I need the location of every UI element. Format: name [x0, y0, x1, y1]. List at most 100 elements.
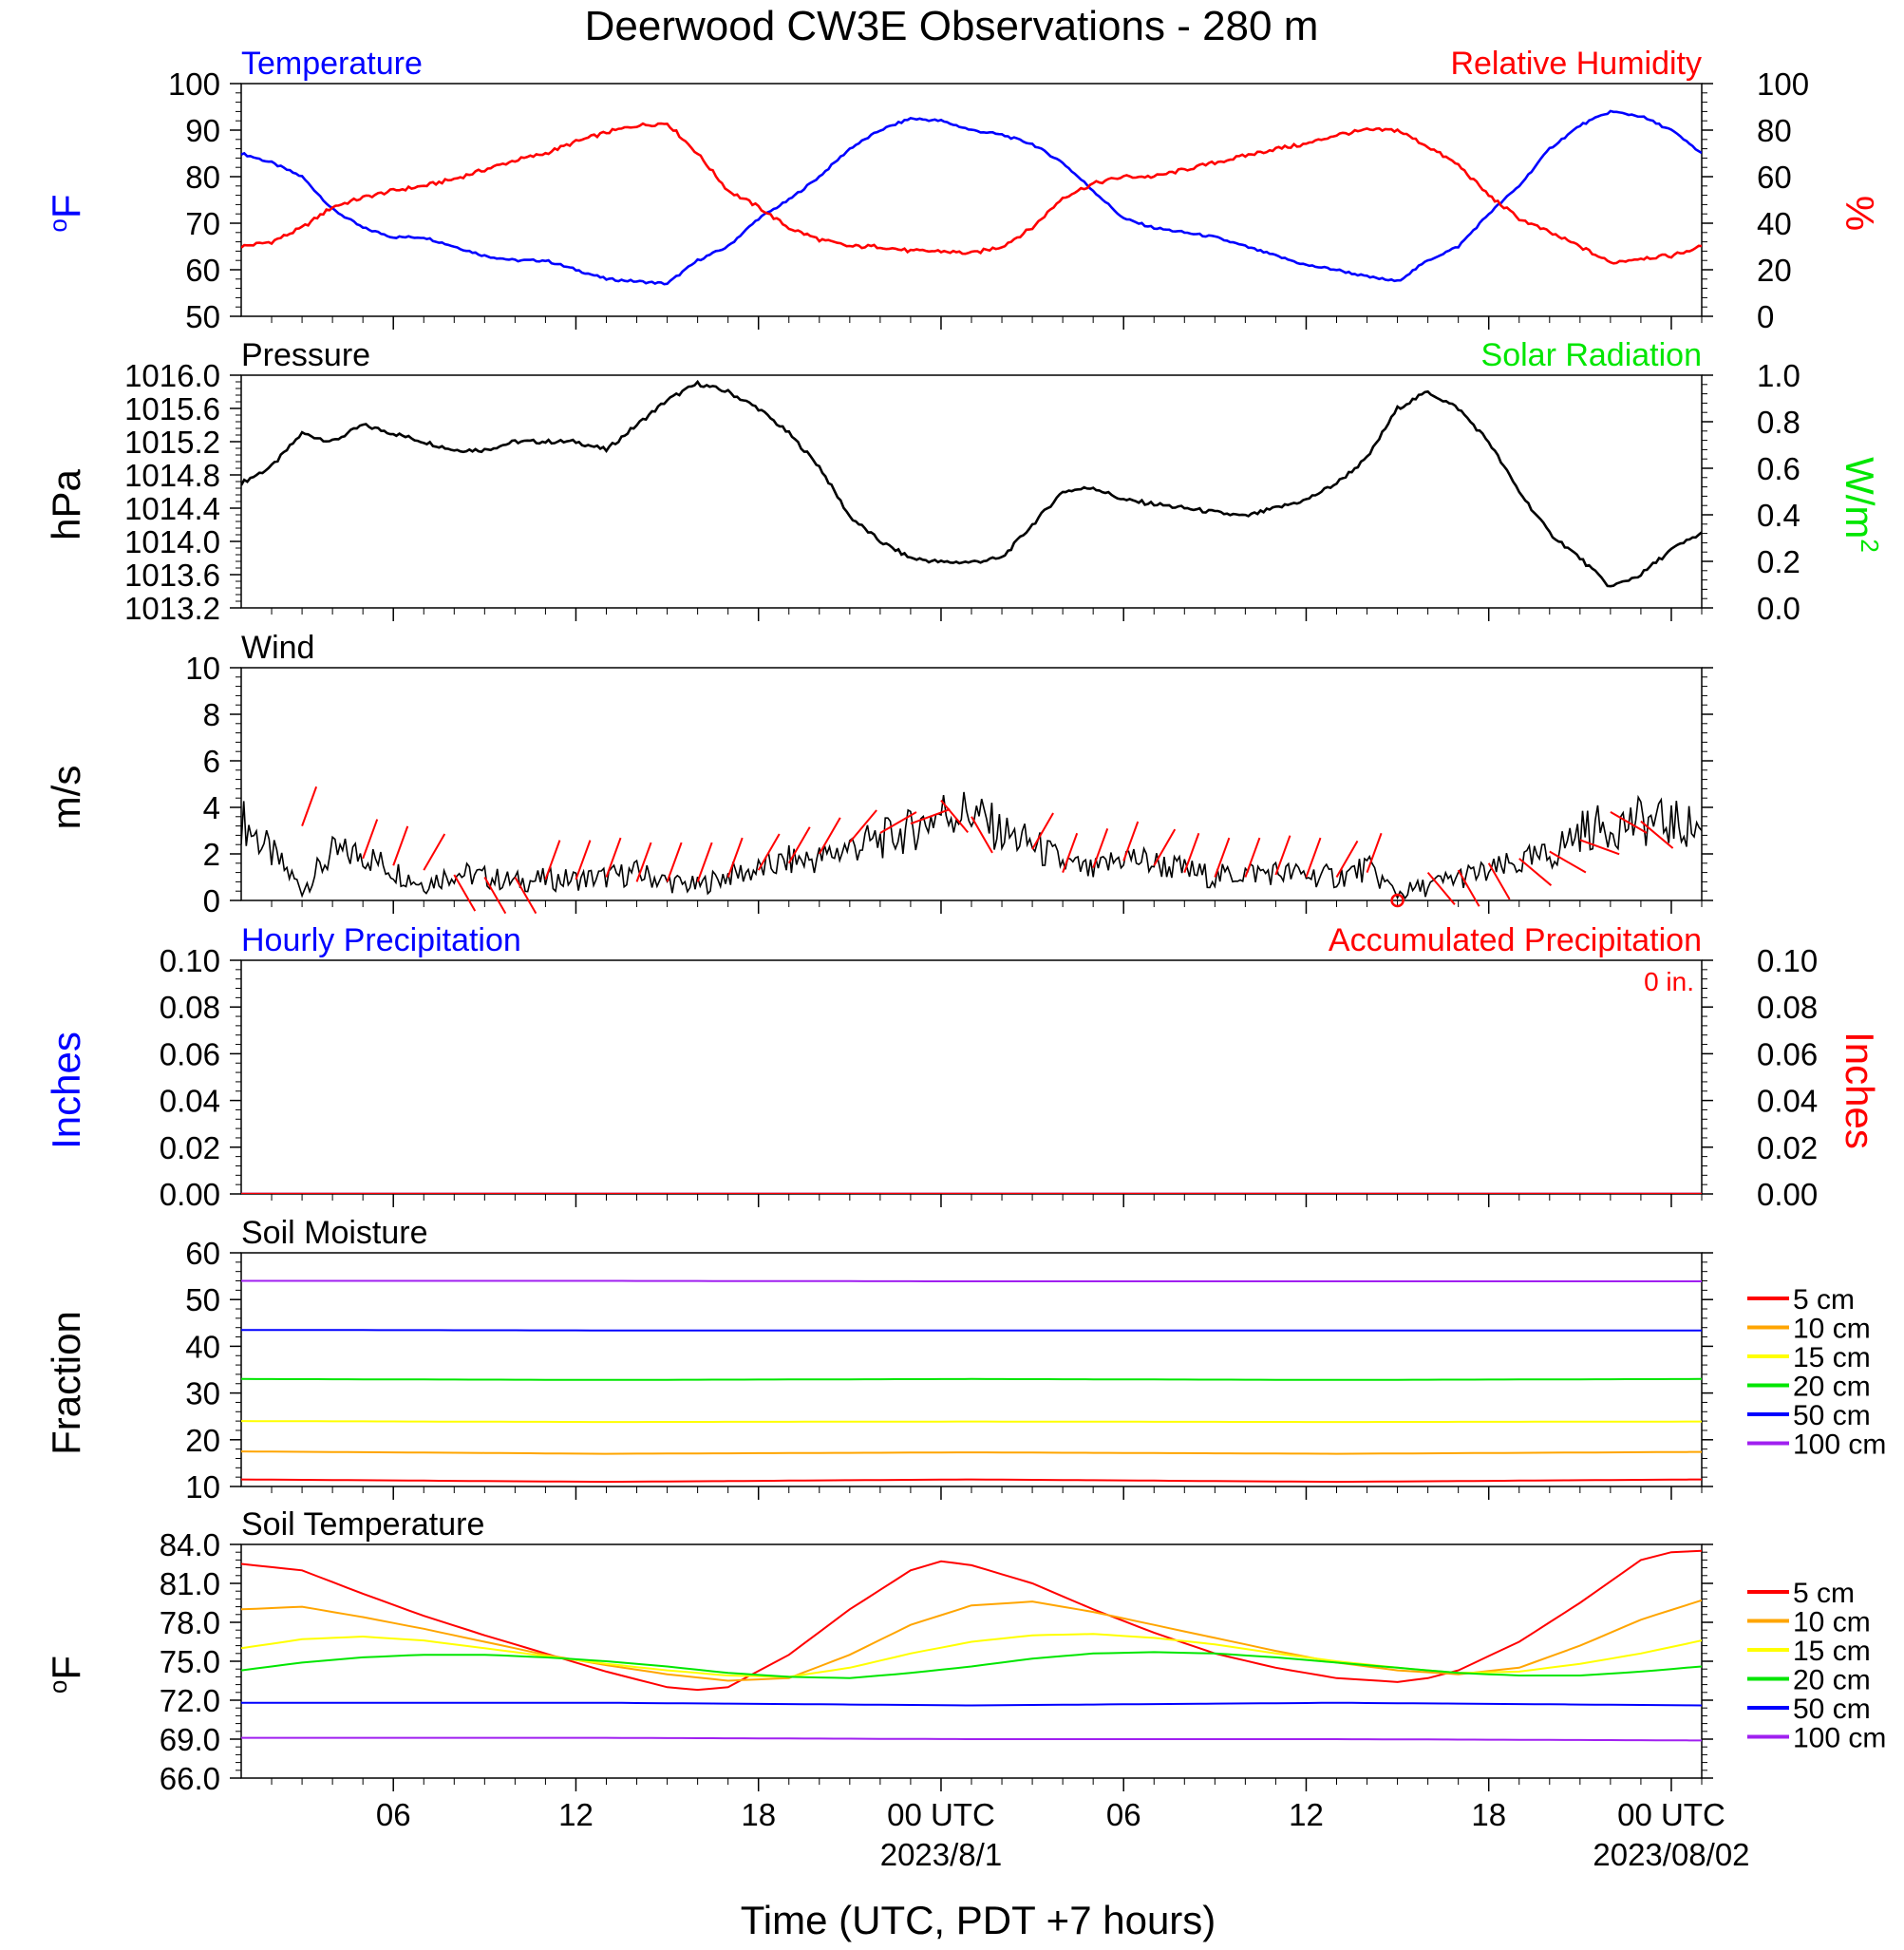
wind-barb	[1031, 812, 1054, 850]
y-tick-label: 0.04	[160, 1084, 220, 1119]
wind-barb	[818, 817, 841, 855]
unit-letter: F	[44, 194, 88, 218]
panel-soil-moisture: 10 20 30 40 50 60 Soil Moisture Fraction 5 cm10 …	[44, 1215, 1886, 1505]
left-unit-label: Inches	[44, 1032, 88, 1149]
y-tick-label: 60	[185, 1236, 220, 1271]
x-tick-label: 00 UTC	[1617, 1797, 1725, 1832]
y-right-tick-label: 0.06	[1757, 1036, 1818, 1071]
x-tick-label: 12	[1289, 1797, 1324, 1832]
y-tick-label: 69.0	[160, 1722, 220, 1757]
panel-right-title: Relative Humidity	[1450, 46, 1702, 82]
legend-label: 15 cm	[1793, 1636, 1871, 1667]
y-right-tick-label: 100	[1757, 66, 1809, 102]
y-tick-label: 1014.8	[124, 458, 220, 493]
y-tick-label: 2	[203, 837, 220, 872]
wind-barb	[301, 786, 318, 826]
y-right-tick-label: 0.8	[1757, 405, 1800, 440]
panel-left-title: Soil Moisture	[241, 1215, 428, 1251]
wind-barb	[757, 833, 781, 871]
y-tick-label: 80	[185, 160, 220, 195]
series-line-100 cm	[241, 1279, 1702, 1282]
y-tick-label: 66.0	[160, 1761, 220, 1796]
y-tick-label: 1015.6	[124, 391, 220, 426]
y-right-tick-label: 0.0	[1757, 591, 1800, 626]
x-tick-label: 06	[376, 1797, 411, 1832]
panel-wind: 0 2 4 6 8 10 Wind m/s	[44, 630, 1713, 918]
y-tick-label: 1015.2	[124, 425, 220, 460]
y-tick-label: 100	[168, 66, 220, 102]
y-tick-label: 6	[203, 744, 220, 779]
wind-barb	[514, 876, 537, 915]
wind-barb	[1426, 871, 1456, 905]
y-right-tick-label: 40	[1757, 206, 1792, 241]
x-date-label: 2023/8/1	[880, 1837, 1002, 1872]
wind-barb	[362, 819, 379, 860]
y-tick-label: 1013.6	[124, 558, 220, 593]
wind-barb	[1122, 821, 1140, 861]
panel-soil-temperature: 66.0 69.0 72.0 75.0 78.0 81.0 84.0 Soil Tempera…	[44, 1506, 1886, 1796]
panel-left-title: Temperature	[241, 46, 423, 82]
left-unit-label: oF	[44, 194, 88, 232]
y-tick-label: 30	[185, 1376, 220, 1411]
wind-barb	[1153, 828, 1177, 866]
y-tick-label: 60	[185, 253, 220, 288]
legend-label: 20 cm	[1793, 1372, 1871, 1403]
legend-label: 100 cm	[1793, 1723, 1886, 1754]
panel-left-title: Hourly Precipitation	[241, 922, 521, 958]
y-right-tick-label: 0.2	[1757, 544, 1800, 579]
series-line-5 cm	[241, 1478, 1702, 1484]
chart-title: Deerwood CW3E Observations - 280 m	[585, 3, 1319, 49]
y-right-tick-label: 0.02	[1757, 1130, 1818, 1165]
wind-barb	[1610, 811, 1648, 834]
y-right-tick-label: 0.10	[1757, 943, 1818, 978]
wind-barb	[1487, 862, 1511, 900]
series-line-50 cm	[241, 1329, 1702, 1332]
series-line-0	[241, 379, 1702, 588]
wind-barb	[696, 842, 713, 882]
y-tick-label: 1014.4	[124, 491, 220, 526]
y-tick-label: 40	[185, 1329, 220, 1364]
series-line-100 cm	[241, 1736, 1702, 1742]
y-tick-label: 20	[185, 1423, 220, 1458]
series-line-0	[241, 791, 1702, 900]
right-unit-text: %	[1838, 196, 1882, 231]
wind-barb	[1366, 832, 1383, 873]
accum-note: 0 in.	[1644, 967, 1694, 996]
y-tick-label: 78.0	[160, 1605, 220, 1640]
x-tick-label: 18	[741, 1797, 776, 1832]
wind-barb	[1062, 832, 1079, 873]
legend-label: 5 cm	[1793, 1578, 1855, 1609]
unit-letter: F	[44, 1656, 88, 1680]
y-tick-label: 0.06	[160, 1036, 220, 1071]
wind-barb	[392, 825, 409, 866]
wind-barb	[726, 837, 744, 878]
y-tick-label: 0.10	[160, 943, 220, 978]
wind-barb	[1549, 850, 1587, 874]
y-right-tick-label: 0.08	[1757, 990, 1818, 1025]
legend-label: 5 cm	[1793, 1284, 1855, 1316]
x-tick-label: 06	[1106, 1797, 1141, 1832]
wind-barb	[1183, 832, 1200, 873]
wind-barb	[635, 842, 652, 882]
series-line-1	[241, 122, 1702, 265]
left-unit-label: hPa	[44, 468, 88, 540]
y-tick-label: 0.02	[160, 1130, 220, 1165]
wind-barb	[971, 816, 993, 854]
legend-label: 50 cm	[1793, 1400, 1871, 1431]
y-tick-label: 84.0	[160, 1527, 220, 1562]
wind-barb	[879, 811, 917, 834]
series-line-10 cm	[241, 1450, 1702, 1455]
wind-barb	[1335, 840, 1359, 879]
y-tick-label: 4	[203, 790, 220, 825]
right-unit-text: W/m	[1838, 457, 1882, 539]
left-unit-label: m/s	[44, 766, 88, 830]
legend-label: 10 cm	[1793, 1314, 1871, 1345]
wind-barb	[483, 877, 507, 915]
y-right-tick-label: 1.0	[1757, 358, 1800, 393]
unit-degree: o	[44, 218, 72, 232]
x-tick-label: 18	[1471, 1797, 1506, 1832]
wind-barb	[605, 837, 622, 878]
wind-barb	[1274, 835, 1291, 876]
wind-barb	[575, 840, 592, 880]
